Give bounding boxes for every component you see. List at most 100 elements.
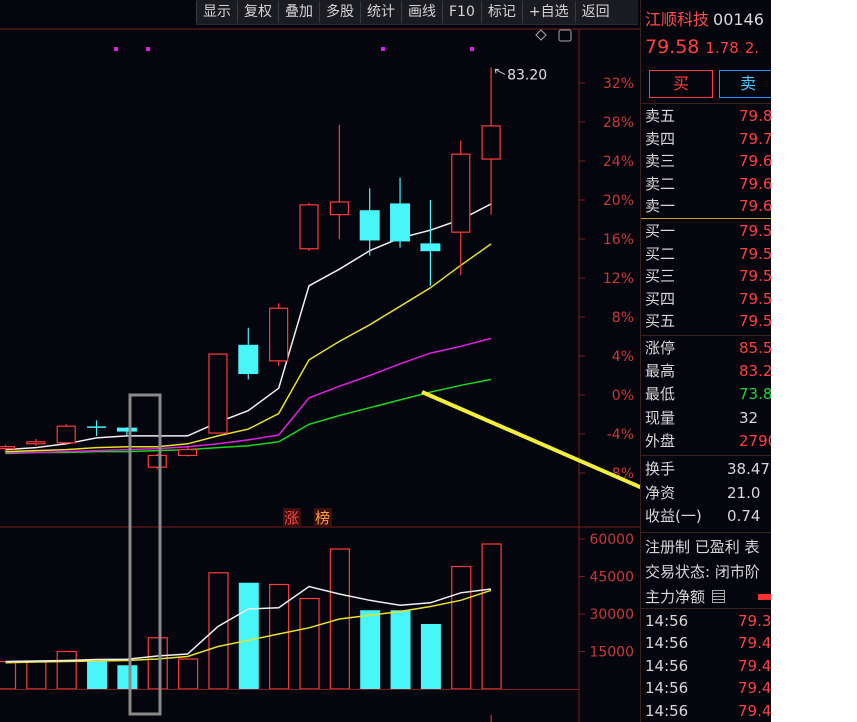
tick-row: 14:56 79.3 [641, 610, 771, 632]
quote-row[interactable]: 买三 79.5 [641, 265, 771, 288]
tick-row: 14:56 79.4 [641, 655, 771, 677]
diamond-icon [535, 29, 547, 41]
highlight-box [128, 393, 162, 716]
tick-row: 14:56 79.4 [641, 700, 771, 722]
panel-toggle-icon [558, 29, 572, 42]
row-value: 32 [739, 408, 759, 427]
last-price: 79.58 [645, 36, 700, 58]
quote-row[interactable]: 最低 73.8 [641, 383, 771, 406]
quote-row[interactable]: 买一 79.5 [641, 220, 771, 243]
volume-ma-white [5, 585, 492, 663]
volume-axis-label: 15000 [589, 645, 634, 661]
row-value: 79.6 [739, 152, 771, 171]
volume-bar [178, 658, 199, 690]
row-label: 外盘 [645, 431, 676, 450]
volume-bar [26, 660, 47, 690]
toolbar-button[interactable]: 叠加 [278, 1, 319, 23]
volume-axis-label: 30000 [589, 607, 634, 623]
high-price-label: 83.20 [507, 67, 547, 83]
price-axis-label: 4% [612, 349, 634, 365]
toolbar-button[interactable]: 显示 [196, 1, 237, 23]
net-flow-bar [757, 594, 771, 600]
tick-time: 14:56 [645, 679, 689, 698]
toolbar-button[interactable]: 多股 [319, 1, 360, 23]
book-divider [641, 218, 771, 219]
quote-row[interactable]: 收益(一) 0.74 [641, 505, 771, 528]
volume-axis-label: 60000 [589, 532, 634, 548]
tick-price: 79.4 [738, 679, 771, 698]
row-value: 79.7 [739, 129, 771, 148]
row-value: 85.5 [739, 339, 771, 357]
candle-body [26, 441, 46, 445]
row-value: 2790 [739, 431, 771, 450]
row-value: 83.2 [739, 362, 771, 381]
row-value: 79.5 [739, 312, 771, 331]
sell-button[interactable]: 卖 [719, 70, 771, 98]
row-label: 最高 [645, 362, 676, 381]
quote-row[interactable]: 卖四 79.7 [641, 128, 771, 151]
row-label: 买二 [645, 244, 676, 263]
toolbar-button[interactable]: 复权 [237, 1, 278, 23]
quote-row[interactable]: 卖三 79.6 [641, 150, 771, 173]
candle-body [390, 203, 411, 242]
candle-body [420, 243, 441, 252]
badge-bg [314, 508, 332, 527]
quote-row[interactable]: 外盘 2790 [641, 430, 771, 453]
tick-time: 14:56 [645, 612, 689, 630]
quote-row[interactable]: 买五 79.5 [641, 310, 771, 333]
row-label: 净资 [645, 483, 676, 502]
buy-button[interactable]: 买 [649, 70, 713, 98]
badge-bg [283, 508, 301, 527]
quote-row[interactable]: 涨停 85.5 [641, 337, 771, 360]
tick-price: 79.3 [738, 612, 771, 630]
price-axis-label: -8% [607, 466, 634, 482]
kline-chart[interactable]: 83.20 涨榜 32% 28% 24% 20% 16% 12% 8% 4% 0% -4% -8% 60… [0, 0, 640, 722]
event-marker [114, 47, 118, 51]
quote-row[interactable]: 卖五 79.8 [641, 105, 771, 128]
row-value: 0.74 [727, 507, 761, 526]
tick-time: 14:56 [645, 701, 689, 720]
row-value: 21.0 [727, 483, 761, 502]
quote-row[interactable]: 净资 21.0 [641, 482, 771, 505]
candle-body [269, 307, 289, 362]
price-change-pct: 2. [744, 39, 760, 57]
quote-row[interactable]: 买二 79.5 [641, 243, 771, 266]
toolbar-button[interactable]: +自选 [521, 1, 575, 23]
stock-code: 00146 [713, 10, 764, 29]
high-pointer-head [494, 68, 500, 74]
price-axis-label: 20% [603, 193, 634, 209]
quote-row[interactable]: 最高 83.2 [641, 360, 771, 383]
row-value: 79.6 [739, 197, 771, 216]
tick-time: 14:56 [645, 634, 689, 653]
row-label: 涨停 [645, 339, 676, 357]
net-flow-label[interactable]: 主力净额 [645, 586, 771, 607]
row-label: 卖三 [645, 152, 676, 171]
toolbar-button[interactable]: 标记 [480, 1, 522, 23]
row-value: 79.6 [739, 174, 771, 193]
toolbar-button[interactable]: 画线 [401, 1, 442, 23]
candle-body [147, 454, 167, 468]
badge-label: 榜 [315, 509, 330, 527]
price-axis-label: 24% [603, 154, 634, 170]
trading-status: 交易状态: 闭市阶 [645, 563, 760, 581]
registration-info: 注册制 已盈利 表 [645, 538, 760, 556]
row-value: 79.8 [739, 107, 771, 125]
toolbar-button[interactable]: 返回 [574, 1, 616, 23]
candle-body [481, 125, 501, 160]
volume-bar [0, 660, 17, 690]
row-value: 79.5 [739, 244, 771, 263]
quote-row[interactable]: 现量 32 [641, 407, 771, 430]
ma-line-yellow [5, 243, 492, 453]
toolbar-button[interactable]: F10 [442, 1, 481, 23]
row-label: 卖四 [645, 129, 676, 148]
volume-bar [299, 597, 320, 690]
ma-line-magenta [5, 337, 492, 454]
price-line: 79.58 1.78 2. [645, 36, 759, 58]
stock-title[interactable]: 江顺科技 00146 [645, 6, 764, 30]
quote-row[interactable]: 卖二 79.6 [641, 173, 771, 196]
quote-row[interactable]: 换手 38.47% [641, 458, 771, 481]
quote-row[interactable]: 买四 79.5 [641, 288, 771, 311]
quote-row[interactable]: 卖一 79.6 [641, 195, 771, 218]
toolbar-button[interactable]: 统计 [360, 1, 401, 23]
list-icon[interactable] [711, 590, 725, 603]
